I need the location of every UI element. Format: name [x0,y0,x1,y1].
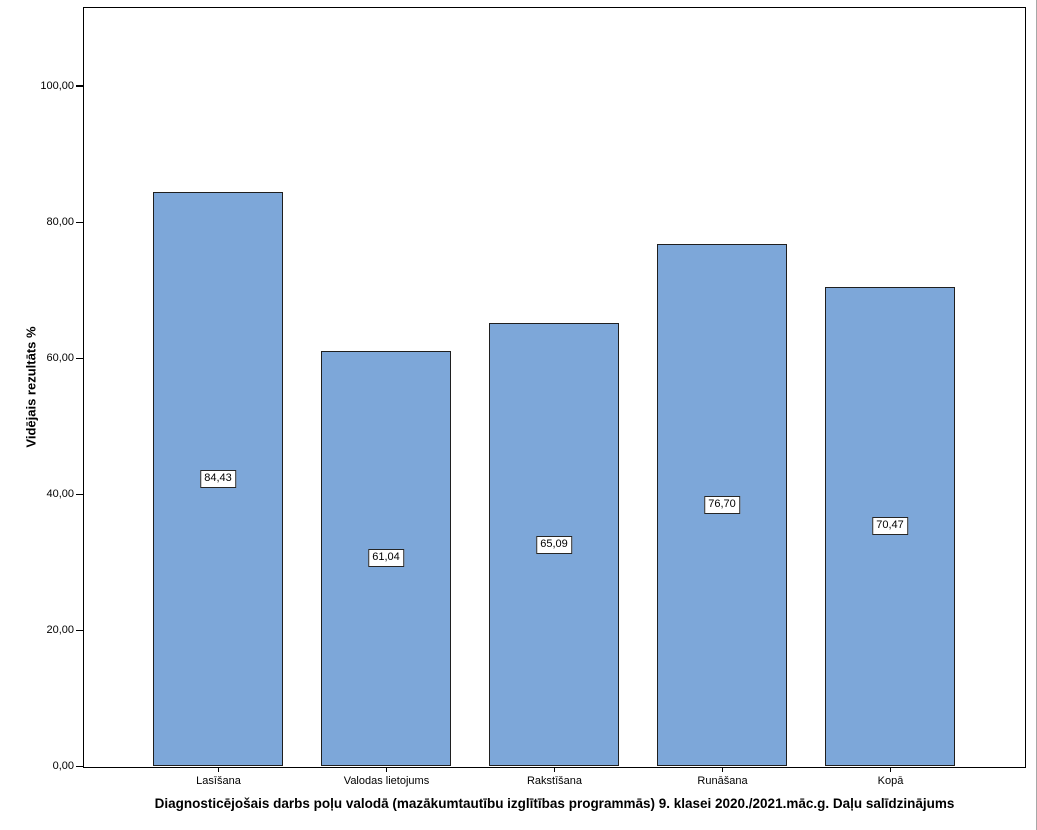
y-tick-mark [76,85,83,87]
x-tick-mark [721,768,724,772]
bar-value-label: 84,43 [200,469,236,488]
x-tick-label: Kopā [877,775,904,787]
plot-area: 84,43 61,04 65,09 76,70 70,47 [83,7,1026,768]
bar-value-label: 70,47 [872,517,908,536]
y-tick-mark [76,221,83,223]
bar: 70,47 [825,286,955,766]
bar-value-label: 65,09 [536,535,572,554]
x-tick-mark [217,768,220,772]
y-tick-label: 80,00 [46,215,74,228]
x-axis-title: Diagnosticējošais darbs poļu valodā (maz… [154,796,955,811]
x-tick-label: Rakstīšana [526,775,583,787]
x-tick-mark [385,768,388,772]
x-tick-mark [553,768,556,772]
y-tick-label: 60,00 [46,351,74,364]
x-tick-label: Valodas lietojums [343,775,430,787]
y-tick-mark [76,493,83,495]
y-tick-mark [76,357,83,359]
y-tick-label: 20,00 [46,623,74,636]
bar: 84,43 [153,191,283,766]
y-tick-mark [76,765,83,768]
x-tick-label: Lasīšana [196,775,241,787]
bar-value-label: 61,04 [368,549,404,568]
x-tick-mark [889,768,892,772]
bar: 61,04 [321,350,451,766]
bar: 76,70 [657,244,787,766]
y-axis-title: Vidējais rezultāts % [23,326,39,448]
y-tick-label: 100,00 [40,79,74,92]
bar-value-label: 76,70 [704,496,740,515]
bar: 65,09 [489,323,619,766]
y-tick-label: 40,00 [46,487,74,500]
y-tick-label: 0,00 [52,760,74,772]
y-tick-mark [76,629,83,631]
x-tick-label: Runāšana [697,775,748,787]
